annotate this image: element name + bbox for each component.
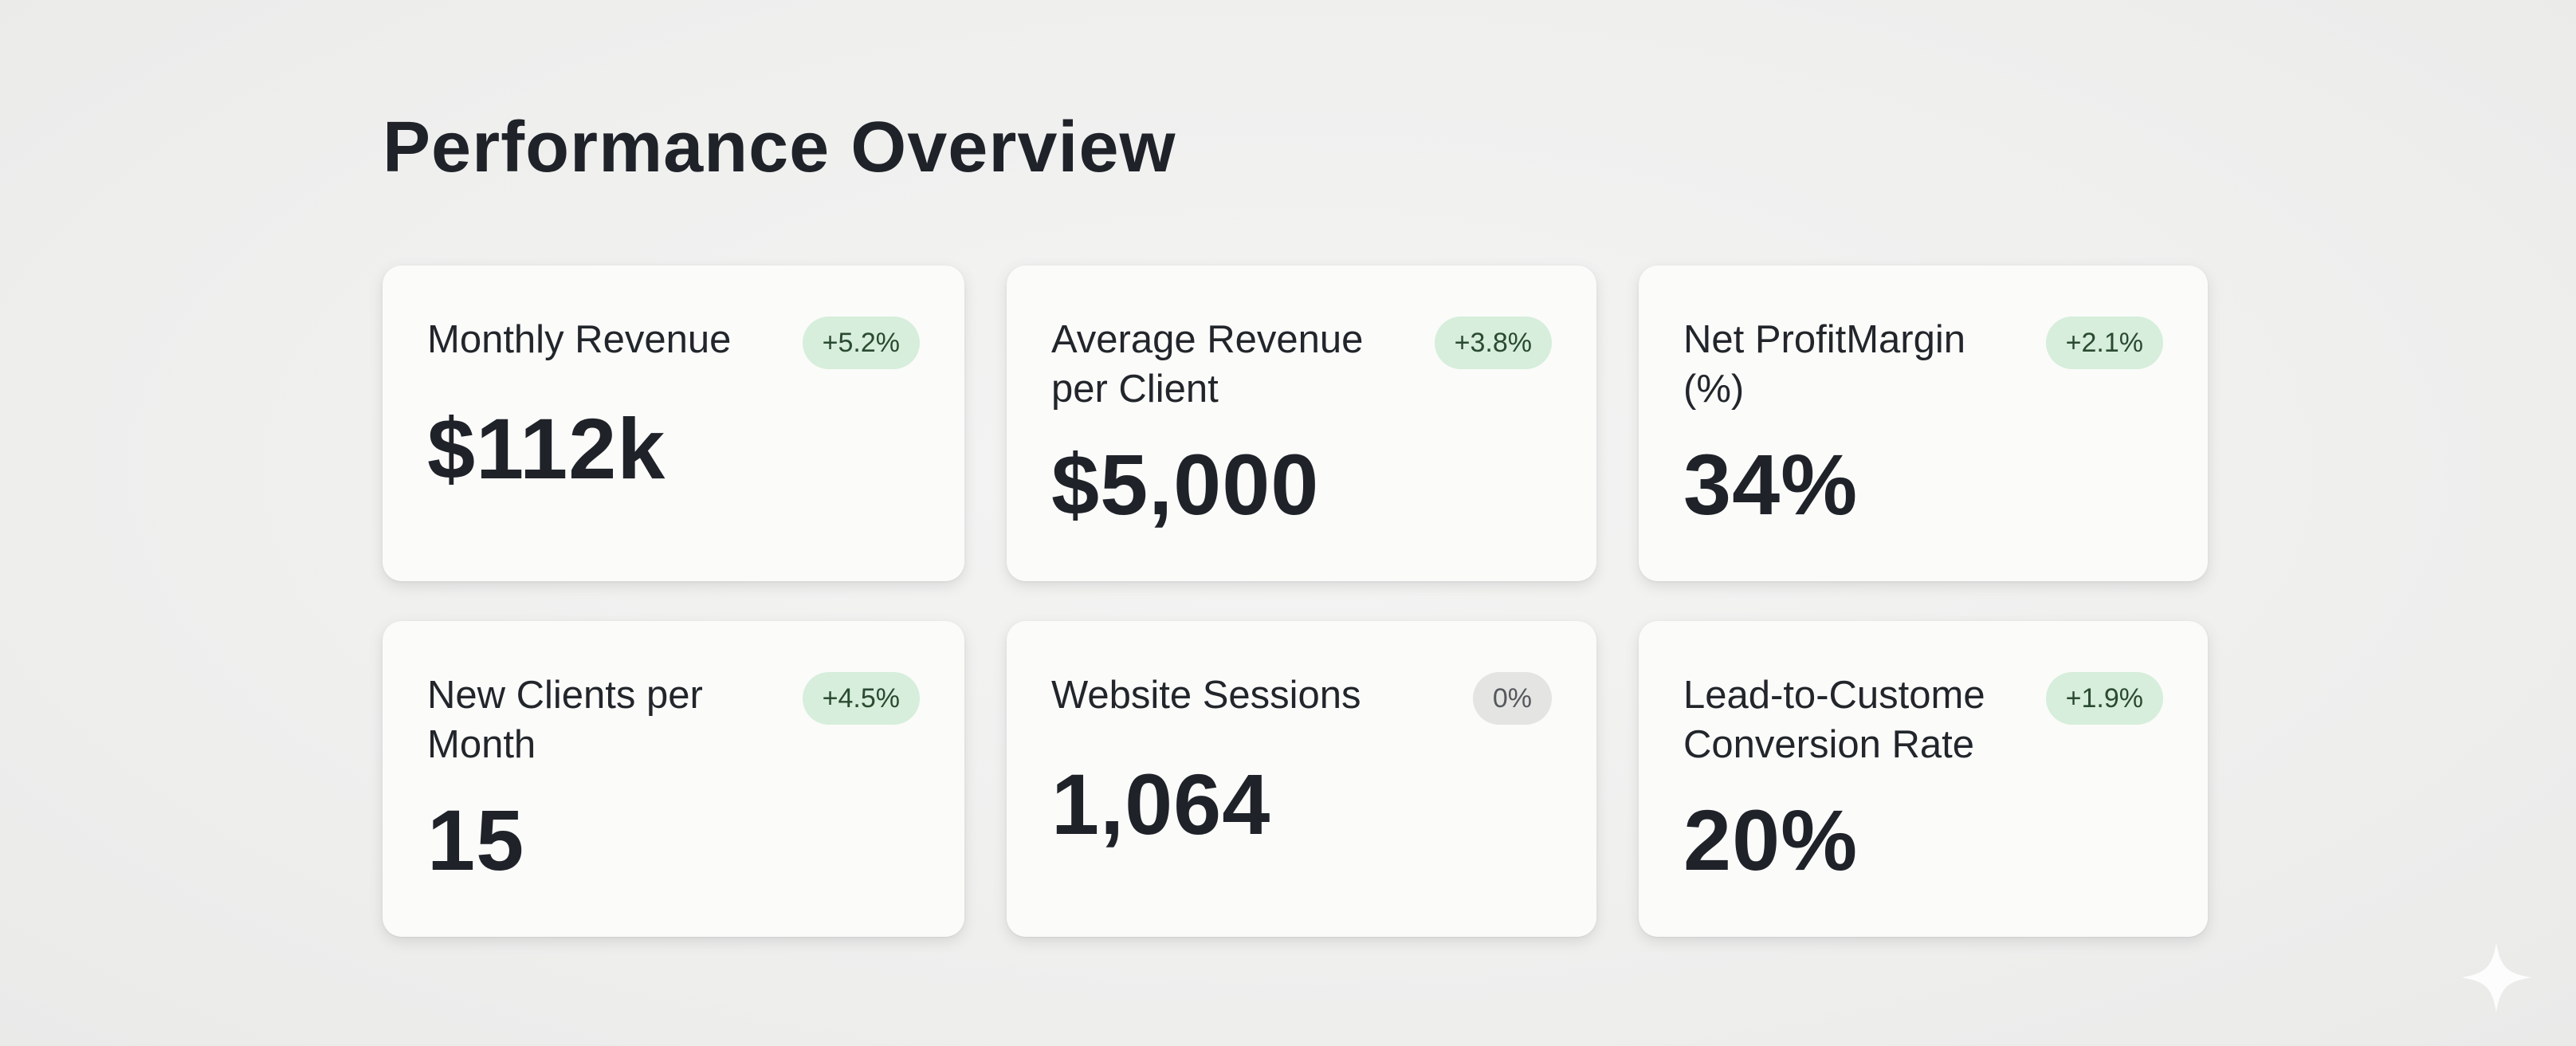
metrics-grid: Monthly Revenue +5.2% $112k Average Reve… [383, 265, 2208, 937]
metric-value: 34% [1683, 436, 1859, 533]
metric-value: $112k [427, 400, 666, 497]
metric-label: Average Revenue per Client [1051, 318, 1364, 411]
metric-value: 1,064 [1051, 756, 1271, 852]
metric-card-lead-to-customer-conversion-rate[interactable]: Lead-to-Custome Conversion Rate +1.9% 20… [1639, 621, 2208, 937]
change-badge: +3.8% [1434, 317, 1552, 369]
metric-value: 15 [427, 792, 525, 888]
metric-card-average-revenue-per-client[interactable]: Average Revenue per Client +3.8% $5,000 [1007, 265, 1596, 581]
metric-label: Website Sessions [1051, 674, 1361, 717]
page-title: Performance Overview [383, 108, 1176, 187]
metric-card-new-clients-per-month[interactable]: New Clients per Month +4.5% 15 [383, 621, 964, 937]
change-badge: 0% [1472, 672, 1552, 725]
metric-card-net-profit-margin[interactable]: Net ProfitMargin (%) +2.1% 34% [1639, 265, 2208, 581]
metric-card-website-sessions[interactable]: Website Sessions 0% 1,064 [1007, 621, 1596, 937]
metric-label: Monthly Revenue [427, 318, 732, 361]
change-badge: +4.5% [802, 672, 920, 725]
performance-dashboard: Performance Overview Monthly Revenue +5.… [383, 96, 2208, 937]
change-badge: +5.2% [802, 317, 920, 369]
metric-value: $5,000 [1051, 436, 1320, 533]
metric-label: New Clients per Month [427, 674, 703, 766]
metric-label: Net ProfitMargin (%) [1683, 318, 1966, 411]
metric-label: Lead-to-Custome Conversion Rate [1683, 674, 1985, 766]
change-badge: +1.9% [2045, 672, 2163, 725]
change-badge: +2.1% [2045, 317, 2163, 369]
metric-card-monthly-revenue[interactable]: Monthly Revenue +5.2% $112k [383, 265, 964, 581]
metric-value: 20% [1683, 792, 1859, 888]
sparkle-icon [2460, 942, 2532, 1013]
